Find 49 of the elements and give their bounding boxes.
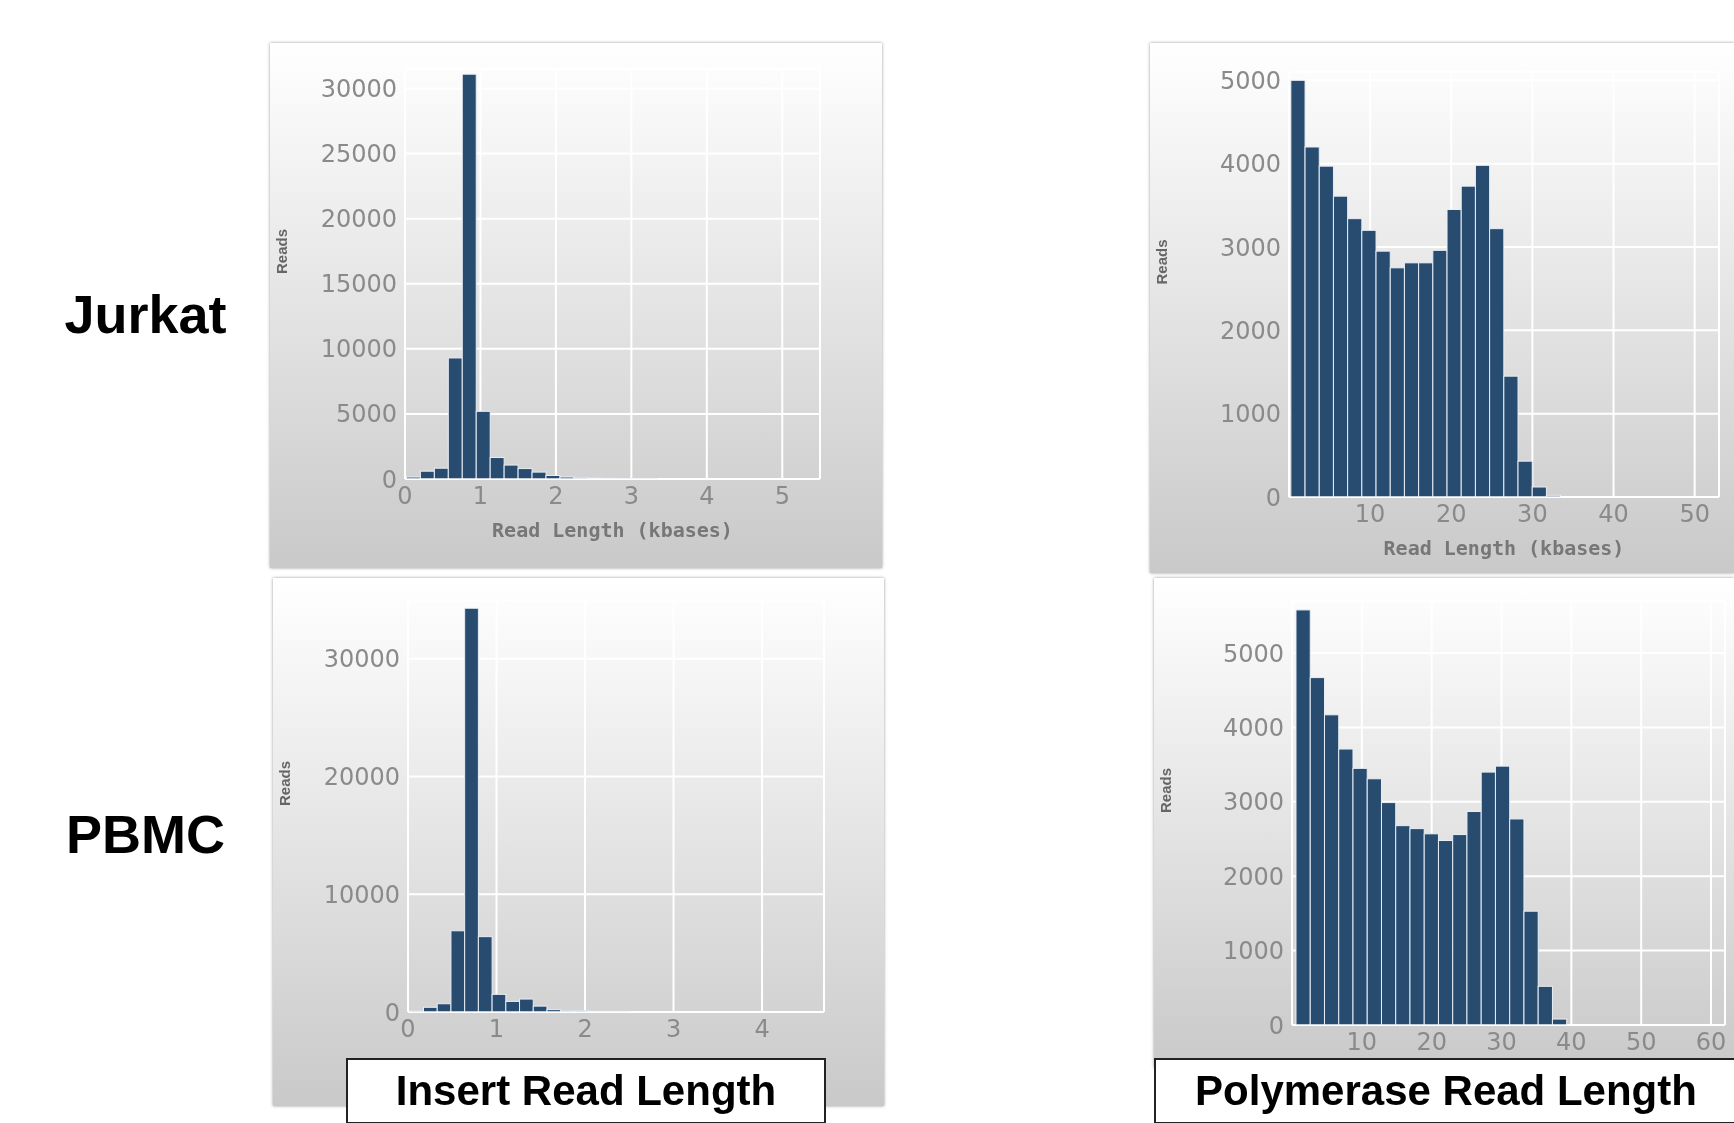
- x-axis-title: Read Length (kbases): [1383, 536, 1625, 561]
- y-tick-label: 4000: [1219, 150, 1281, 179]
- y-axis-title: Reads: [276, 760, 294, 806]
- text: Polymerase Read Length: [1154, 1058, 1734, 1123]
- text: PBMC: [65, 803, 226, 865]
- x-tick-label: 4: [699, 482, 715, 511]
- y-tick-label: 25000: [320, 140, 397, 169]
- x-tick-label: 40: [1556, 1028, 1587, 1057]
- y-tick-label: 15000: [320, 270, 397, 299]
- y-tick-label: 20000: [323, 763, 400, 792]
- x-tick-label: 20: [1416, 1028, 1447, 1057]
- text: Jurkat: [63, 283, 228, 345]
- x-tick-label: 4: [754, 1015, 770, 1044]
- text: Insert Read Length: [346, 1058, 826, 1123]
- x-tick-label: 1: [472, 482, 489, 511]
- y-axis-title: Reads: [273, 228, 291, 274]
- y-tick-label: 2000: [1222, 862, 1284, 891]
- x-tick-label: 2: [577, 1015, 593, 1044]
- y-tick-label: 5000: [1219, 66, 1281, 95]
- x-tick-label: 3: [623, 482, 639, 511]
- x-tick-label: 3: [665, 1015, 682, 1044]
- y-tick-label: 5000: [335, 400, 397, 429]
- x-tick-label: 40: [1598, 500, 1629, 529]
- x-tick-label: 50: [1625, 1028, 1657, 1057]
- y-tick-label: 2000: [1219, 316, 1281, 345]
- y-tick-label: 3000: [1222, 788, 1284, 817]
- x-tick-label: 20: [1435, 500, 1467, 529]
- y-axis-title: Reads: [1153, 239, 1171, 285]
- y-tick-label: 30000: [320, 75, 397, 104]
- y-tick-label: 1000: [1219, 400, 1281, 429]
- y-tick-label: 30000: [323, 645, 400, 674]
- y-tick-label: 4000: [1222, 713, 1284, 742]
- x-tick-label: 50: [1679, 500, 1710, 529]
- x-tick-label: 2: [548, 482, 564, 511]
- x-tick-label: 5: [774, 482, 790, 511]
- y-tick-label: 20000: [320, 205, 397, 234]
- y-tick-label: 10000: [323, 880, 400, 909]
- x-tick-label: 30: [1517, 500, 1548, 529]
- y-tick-label: 1000: [1222, 937, 1284, 966]
- x-tick-label: 10: [1354, 500, 1386, 529]
- y-axis-title: Reads: [1157, 767, 1175, 813]
- x-tick-label: 30: [1486, 1028, 1517, 1057]
- x-tick-label: 60: [1695, 1028, 1727, 1057]
- y-tick-label: 5000: [1222, 639, 1284, 668]
- x-axis-title: Read Length (kbases): [492, 518, 733, 543]
- x-tick-label: 10: [1346, 1028, 1378, 1057]
- y-tick-label: 3000: [1219, 233, 1281, 262]
- x-tick-label: 1: [488, 1015, 505, 1044]
- y-tick-label: 10000: [320, 335, 397, 364]
